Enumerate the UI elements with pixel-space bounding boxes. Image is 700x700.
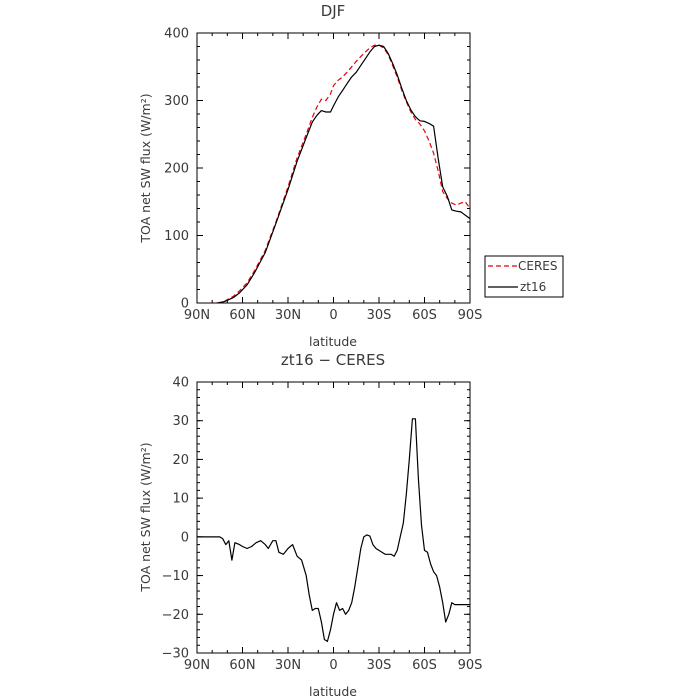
- bottom-x-tick-label: 90N: [184, 658, 210, 673]
- top-y-tick-label: 400: [164, 27, 189, 42]
- bottom-y-tick-label: 40: [172, 376, 189, 391]
- top-x-tick-label: 60N: [229, 308, 255, 323]
- top-series-ceres-line: [216, 44, 471, 304]
- bottom-panel: zt16 − CERES 90N 60N 30N 0 30S 60S 90S −30 −20 −1…: [138, 351, 482, 699]
- legend-box: [484, 255, 564, 298]
- top-series-zt16-line: [218, 44, 471, 304]
- bottom-y-tick-label: −10: [162, 569, 189, 584]
- bottom-x-tick-label: 0: [329, 658, 337, 673]
- top-x-tick-label: 30N: [275, 308, 301, 323]
- bottom-x-axis-label: latitude: [309, 684, 357, 699]
- top-y-axis-label: TOA net SW flux (W/m²): [138, 93, 153, 243]
- top-x-tick-label: 90S: [458, 308, 483, 323]
- top-plot-frame: [196, 32, 471, 304]
- top-y-tick-label: 0: [181, 297, 189, 312]
- bottom-x-tick-label: 30S: [367, 658, 392, 673]
- top-x-tick-label: 30S: [367, 308, 392, 323]
- bottom-y-tick-label: −20: [162, 608, 189, 623]
- legend-label-ceres: CERES: [518, 259, 558, 273]
- bottom-y-tick-label: 20: [172, 453, 189, 468]
- top-y-tick-label: 300: [164, 94, 189, 109]
- legend: CERES zt16: [484, 255, 564, 298]
- bottom-x-tick-label: 60S: [412, 658, 437, 673]
- top-series-group: [216, 44, 471, 304]
- bottom-y-axis-label: TOA net SW flux (W/m²): [138, 442, 153, 592]
- bottom-series-difference-line: [197, 418, 470, 643]
- bottom-y-tick-label: 10: [172, 492, 189, 507]
- bottom-title: zt16 − CERES: [281, 351, 385, 369]
- legend-label-zt16: zt16: [520, 280, 546, 294]
- bottom-y-tick-label: 0: [181, 530, 189, 545]
- top-x-axis-label: latitude: [309, 334, 357, 349]
- bottom-x-tick-label: 60N: [229, 658, 255, 673]
- top-x-tick-label: 0: [329, 308, 337, 323]
- bottom-x-tick-label: 30N: [275, 658, 301, 673]
- bottom-y-tick-label: 30: [172, 414, 189, 429]
- top-x-tick-label: 60S: [412, 308, 437, 323]
- top-axes: 90N 60N 30N 0 30S 60S 90S 0 100 200 300 400: [164, 27, 482, 324]
- top-x-tick-label: 90N: [184, 308, 210, 323]
- bottom-series-group: [197, 418, 470, 643]
- top-title: DJF: [321, 2, 346, 20]
- bottom-y-tick-label: −30: [162, 647, 189, 662]
- top-panel: DJF 90N 60N 30N 0 30S 60S 90S 0 100 200 300 400 lat…: [138, 2, 564, 349]
- top-y-tick-label: 200: [164, 162, 189, 177]
- top-y-tick-label: 100: [164, 229, 189, 244]
- bottom-plot-frame: [196, 381, 471, 654]
- bottom-x-tick-label: 90S: [458, 658, 483, 673]
